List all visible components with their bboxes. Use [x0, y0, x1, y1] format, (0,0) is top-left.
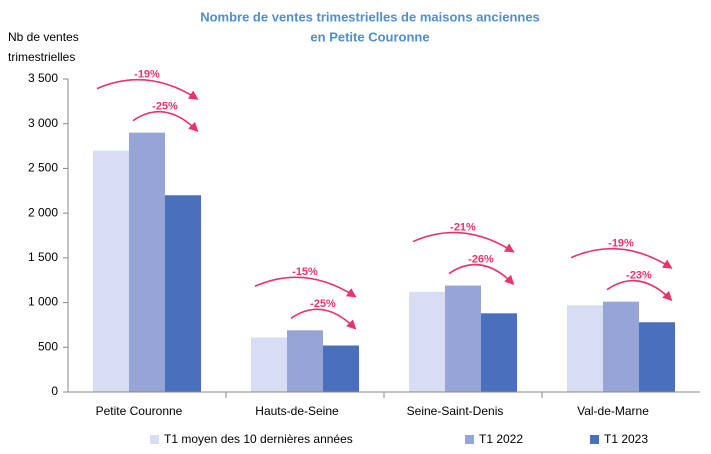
bar [603, 301, 639, 392]
bar [323, 345, 359, 392]
y-tick-label: 500 [38, 339, 58, 353]
annotation-label: -25% [310, 298, 336, 310]
y-axis-label: trimestrielles [8, 50, 75, 64]
x-tick-label: Seine-Saint-Denis [407, 404, 504, 418]
annotation-arrow [96, 78, 199, 100]
bar [409, 291, 445, 392]
bar [165, 195, 201, 392]
chart-title: Nombre de ventes trimestrielles de maiso… [200, 9, 540, 24]
annotation-arrow [570, 248, 673, 269]
annotation-label: -21% [450, 221, 476, 233]
bar [567, 305, 603, 392]
y-tick-label: 2 500 [28, 161, 58, 175]
bar [639, 322, 675, 392]
bar [481, 313, 517, 392]
legend-swatch [590, 435, 599, 444]
annotation-label: -15% [292, 266, 318, 278]
annotation-arrow [132, 110, 199, 133]
y-tick-label: 2 000 [28, 205, 58, 219]
y-tick-label: 3 500 [28, 71, 58, 85]
x-tick-label: Val-de-Marne [577, 404, 649, 418]
legend-swatch [465, 435, 474, 444]
annotation-label: -25% [152, 101, 178, 113]
legend-swatch [150, 435, 159, 444]
legend-label: T1 moyen des 10 dernières années [164, 432, 353, 446]
annotation-arrow [290, 308, 357, 330]
chart-title: en Petite Couronne [310, 29, 429, 44]
x-tick-label: Petite Couronne [96, 404, 183, 418]
annotation-arrow [412, 231, 515, 253]
annotation-label: -19% [608, 238, 634, 250]
annotation-label: -26% [468, 253, 494, 265]
annotation-label: -23% [626, 270, 652, 282]
y-tick-label: 0 [51, 384, 58, 398]
bar [445, 285, 481, 392]
annotation-arrow [254, 276, 357, 298]
y-tick-label: 1 000 [28, 295, 58, 309]
annotation-arrow [448, 263, 515, 285]
annotation-label: -19% [134, 69, 160, 81]
y-axis-label: Nb de ventes [8, 30, 79, 44]
legend-label: T1 2022 [479, 432, 523, 446]
x-tick-label: Hauts-de-Seine [255, 404, 339, 418]
bar [251, 337, 287, 392]
y-tick-label: 1 500 [28, 250, 58, 264]
bar [287, 330, 323, 392]
y-tick-label: 3 000 [28, 116, 58, 130]
legend-label: T1 2023 [604, 432, 648, 446]
annotation-arrow [606, 279, 673, 302]
bar [93, 150, 129, 392]
bar [129, 132, 165, 392]
